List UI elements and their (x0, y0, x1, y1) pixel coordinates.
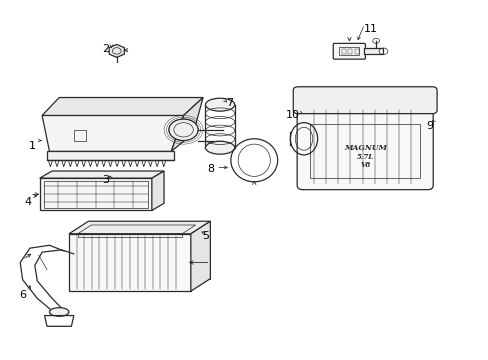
Ellipse shape (49, 308, 69, 316)
Text: 5: 5 (202, 231, 208, 240)
Bar (310, 125, 419, 178)
Text: 8: 8 (206, 164, 213, 174)
Bar (47, 151, 173, 160)
Ellipse shape (168, 119, 198, 140)
Polygon shape (42, 98, 203, 116)
Polygon shape (171, 98, 203, 151)
Text: 9: 9 (426, 121, 432, 131)
Bar (338, 47, 358, 55)
Bar (78, 234, 182, 237)
Polygon shape (109, 44, 124, 57)
FancyBboxPatch shape (293, 87, 436, 114)
Text: 1: 1 (29, 141, 36, 151)
FancyBboxPatch shape (297, 104, 432, 190)
Polygon shape (152, 171, 163, 211)
Ellipse shape (205, 98, 234, 111)
Text: 11: 11 (364, 24, 378, 35)
Bar (43, 181, 148, 208)
Bar (69, 234, 190, 291)
Bar (74, 130, 86, 140)
Bar (347, 49, 351, 54)
Text: MAGNUM: MAGNUM (343, 144, 386, 152)
Text: 10: 10 (285, 111, 300, 121)
Text: 3: 3 (102, 175, 109, 185)
FancyBboxPatch shape (332, 43, 365, 59)
Ellipse shape (205, 141, 234, 154)
Text: 6: 6 (19, 290, 26, 300)
Polygon shape (190, 221, 210, 291)
Polygon shape (69, 221, 210, 234)
Text: 4: 4 (24, 197, 31, 207)
Text: 5.7L: 5.7L (356, 153, 373, 161)
Bar (341, 49, 345, 54)
Bar (363, 48, 383, 54)
Polygon shape (42, 116, 183, 151)
Bar (40, 178, 152, 211)
Bar (354, 49, 358, 54)
Text: 2: 2 (102, 44, 109, 54)
Polygon shape (40, 171, 163, 178)
Text: 7: 7 (226, 98, 233, 108)
Text: V8: V8 (360, 161, 370, 169)
